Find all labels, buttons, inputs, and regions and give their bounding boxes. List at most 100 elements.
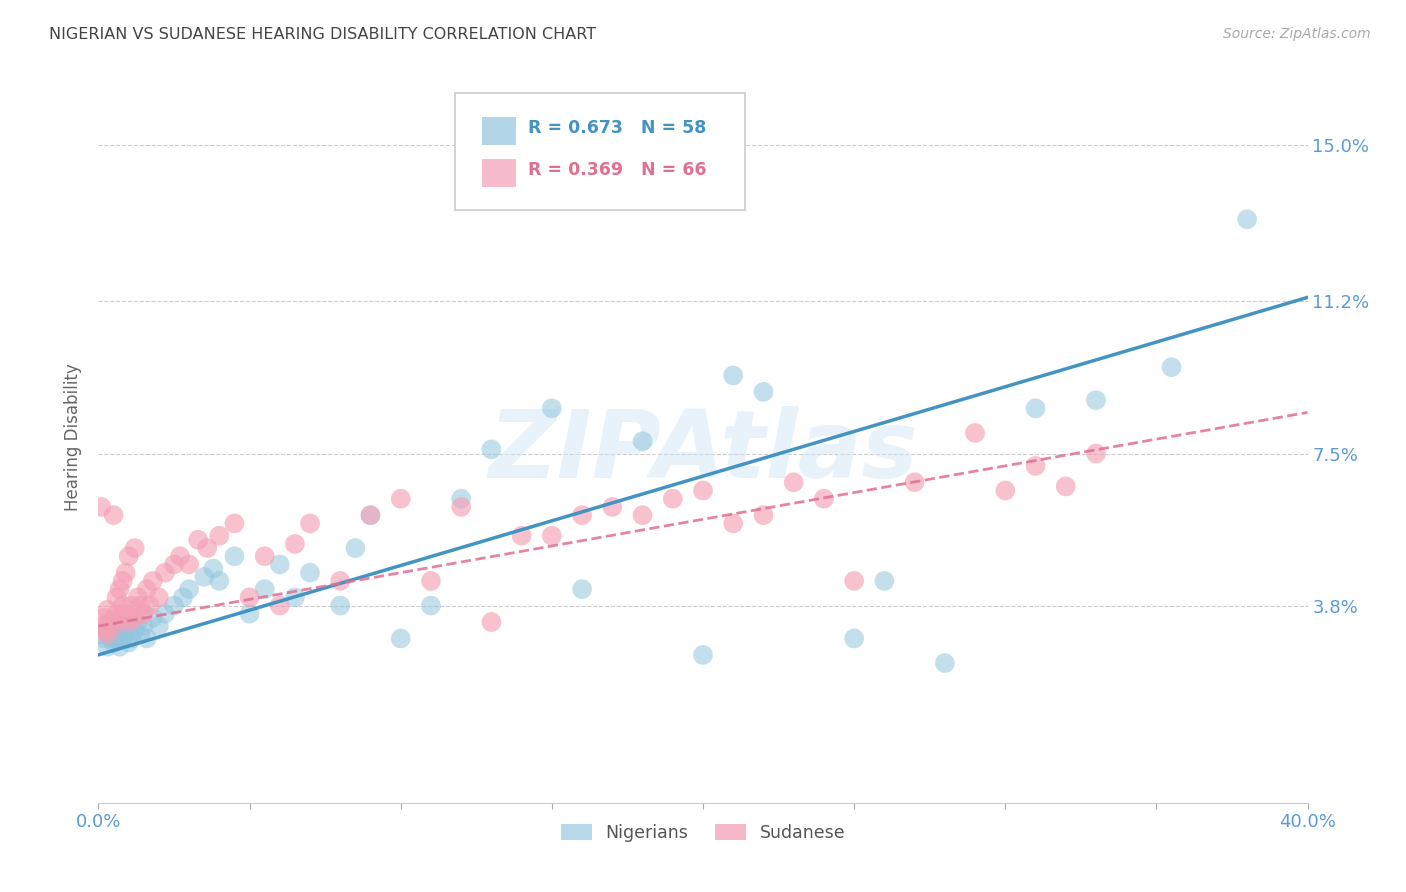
- Point: [813, 491, 835, 506]
- Point: [103, 635, 125, 649]
- Point: [169, 549, 191, 564]
- Point: [103, 619, 125, 633]
- Point: [96, 627, 118, 641]
- Point: [360, 508, 382, 523]
- Text: Source: ZipAtlas.com: Source: ZipAtlas.com: [1223, 27, 1371, 41]
- Point: [100, 619, 122, 633]
- Point: [105, 615, 128, 629]
- Point: [103, 508, 125, 523]
- Y-axis label: Hearing Disability: Hearing Disability: [65, 363, 83, 511]
- Point: [118, 549, 141, 564]
- Point: [450, 500, 472, 514]
- Point: [934, 656, 956, 670]
- Point: [344, 541, 367, 555]
- Point: [965, 425, 987, 440]
- Point: [179, 558, 201, 572]
- Point: [142, 574, 165, 588]
- Point: [114, 566, 136, 580]
- Point: [389, 632, 412, 646]
- Point: [844, 574, 866, 588]
- Point: [124, 541, 146, 555]
- Point: [631, 508, 654, 523]
- Point: [118, 635, 141, 649]
- Point: [187, 533, 209, 547]
- Point: [100, 632, 122, 646]
- Point: [1085, 393, 1108, 408]
- Point: [135, 632, 157, 646]
- Point: [163, 558, 186, 572]
- Point: [93, 632, 115, 646]
- Point: [132, 607, 155, 621]
- Point: [108, 624, 131, 638]
- Point: [1236, 212, 1258, 227]
- Point: [111, 599, 134, 613]
- Point: [111, 574, 134, 588]
- Point: [105, 607, 128, 621]
- Point: [121, 599, 143, 613]
- Point: [148, 619, 170, 633]
- Point: [93, 624, 115, 638]
- Point: [420, 599, 443, 613]
- Bar: [482, 159, 516, 186]
- Point: [723, 368, 745, 383]
- Point: [90, 619, 112, 633]
- Point: [360, 508, 382, 523]
- Point: [481, 442, 503, 457]
- Point: [783, 475, 806, 490]
- Point: [481, 615, 503, 629]
- Point: [239, 607, 262, 621]
- Point: [108, 640, 131, 654]
- Point: [420, 574, 443, 588]
- Point: [602, 500, 624, 514]
- Point: [93, 611, 115, 625]
- Point: [571, 508, 593, 523]
- Point: [692, 483, 714, 498]
- Point: [1024, 401, 1046, 416]
- Point: [108, 611, 131, 625]
- Point: [100, 615, 122, 629]
- Point: [723, 516, 745, 531]
- Point: [1085, 446, 1108, 460]
- Point: [148, 591, 170, 605]
- Point: [127, 591, 149, 605]
- Point: [103, 627, 125, 641]
- Point: [135, 582, 157, 596]
- Point: [571, 582, 593, 596]
- Bar: [482, 117, 516, 145]
- Point: [118, 611, 141, 625]
- Point: [844, 632, 866, 646]
- Point: [299, 516, 322, 531]
- Point: [904, 475, 927, 490]
- Point: [124, 624, 146, 638]
- Point: [202, 561, 225, 575]
- Point: [239, 591, 262, 605]
- Point: [129, 627, 152, 641]
- FancyBboxPatch shape: [456, 94, 745, 211]
- Legend: Nigerians, Sudanese: Nigerians, Sudanese: [554, 817, 852, 849]
- Point: [105, 591, 128, 605]
- Point: [90, 627, 112, 641]
- Point: [105, 632, 128, 646]
- Point: [127, 615, 149, 629]
- Point: [329, 599, 352, 613]
- Point: [163, 599, 186, 613]
- Point: [269, 558, 291, 572]
- Point: [208, 574, 231, 588]
- Point: [450, 491, 472, 506]
- Point: [96, 640, 118, 654]
- Text: R = 0.369   N = 66: R = 0.369 N = 66: [527, 161, 706, 179]
- Point: [329, 574, 352, 588]
- Point: [193, 570, 215, 584]
- Point: [224, 549, 246, 564]
- Point: [873, 574, 896, 588]
- Point: [389, 491, 412, 506]
- Point: [661, 491, 683, 506]
- Point: [1054, 479, 1077, 493]
- Point: [114, 627, 136, 641]
- Point: [994, 483, 1017, 498]
- Text: ZIPAtlas: ZIPAtlas: [488, 406, 918, 498]
- Point: [224, 516, 246, 531]
- Point: [96, 624, 118, 638]
- Point: [510, 529, 533, 543]
- Point: [108, 582, 131, 596]
